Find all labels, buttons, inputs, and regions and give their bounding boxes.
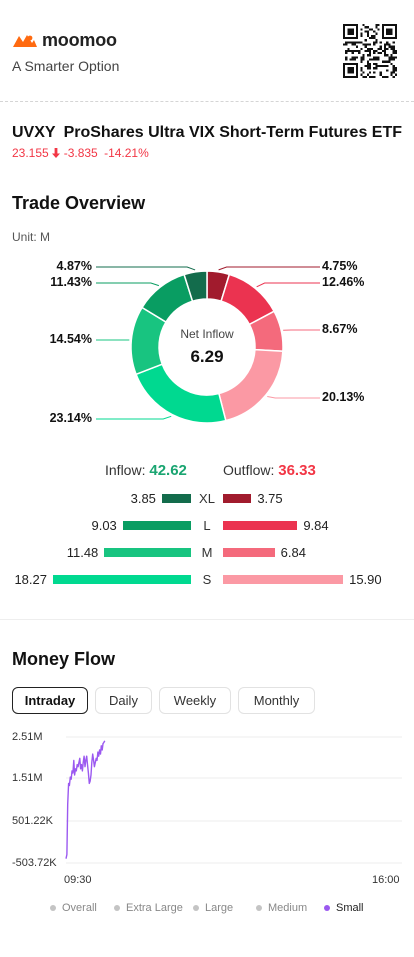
outflow-value-xl: 3.75: [257, 491, 283, 506]
small-series-line: [65, 740, 106, 859]
legend-overall-label: Overall: [62, 902, 97, 914]
legend-extra-large[interactable]: Extra Large: [114, 902, 183, 914]
legend-medium[interactable]: Medium: [256, 902, 307, 914]
arrow-down-icon: [51, 148, 60, 158]
inflow-total: Inflow: 42.62: [105, 462, 187, 479]
inflow-value-m: 11.48: [66, 545, 99, 560]
donut-leader-line: [218, 266, 320, 271]
size-label-m: M: [201, 545, 213, 560]
inflow-label: Inflow:: [105, 462, 146, 478]
donut-pct-label: 12.46%: [322, 275, 365, 289]
outflow-bar-s: [223, 575, 344, 584]
donut-pct-label: 8.67%: [322, 322, 358, 336]
size-label-xl: XL: [199, 491, 215, 506]
legend-extra-large-label: Extra Large: [126, 902, 183, 914]
donut-pct-label: 4.75%: [322, 259, 358, 273]
trade-donut-chart: Net Inflow 6.29: [96, 266, 320, 424]
outflow-bar-m: [223, 548, 275, 557]
legend-large[interactable]: Large: [193, 902, 233, 914]
donut-slice-outflow-s: [217, 348, 284, 422]
ticker-name: ProShares Ultra VIX Short-Term Futures E…: [63, 124, 403, 141]
brand-tagline: A Smarter Option: [12, 58, 120, 74]
tab-monthly[interactable]: Monthly: [238, 687, 315, 714]
price-change-pct: -14.21%: [104, 146, 149, 160]
net-inflow-value: 6.29: [190, 347, 223, 366]
donut-slice-inflow-s: [135, 363, 227, 424]
ticker-heading: UVXY ProShares Ultra VIX Short-Term Futur…: [12, 124, 402, 142]
legend-large-label: Large: [205, 902, 234, 914]
outflow-value-s: 15.90: [349, 572, 382, 587]
donut-leader-line: [96, 415, 172, 420]
donut-pct-label: 14.54%: [49, 332, 92, 346]
tab-weekly[interactable]: Weekly: [159, 687, 231, 714]
inflow-value-l: 9.03: [91, 518, 117, 533]
brand-logo: moomoo: [12, 30, 117, 51]
donut-leader-line: [96, 266, 196, 271]
donut-pct-label: 4.87%: [56, 259, 92, 273]
inflow-value-s: 18.27: [14, 572, 47, 587]
last-price: 23.155: [12, 146, 49, 160]
size-label-l: L: [203, 518, 211, 533]
outflow-label: Outflow:: [223, 462, 275, 478]
unit-label: Unit: M: [12, 230, 51, 244]
header-divider: [0, 101, 414, 102]
tab-intraday[interactable]: Intraday: [12, 687, 88, 714]
net-inflow-label: Net Inflow: [180, 327, 234, 341]
inflow-value-xl: 3.85: [130, 491, 156, 506]
inflow-value: 42.62: [149, 462, 187, 479]
donut-slice-inflow-xl: [183, 270, 208, 303]
outflow-value-m: 6.84: [280, 545, 306, 560]
donut-leader-line: [256, 282, 320, 288]
inflow-bar-s: [53, 575, 191, 584]
size-label-s: S: [202, 572, 212, 587]
outflow-value-l: 9.84: [303, 518, 329, 533]
donut-pct-label: 11.43%: [50, 275, 92, 289]
inflow-bar-m: [104, 548, 191, 557]
trade-overview-title: Trade Overview: [12, 193, 146, 213]
ticker-symbol: UVXY: [12, 124, 56, 141]
donut-leader-line: [96, 282, 160, 287]
inflow-bar-xl: [161, 494, 191, 503]
brand-name: moomoo: [42, 30, 117, 50]
y-tick-label: 501.22K: [12, 815, 53, 827]
qr-code-icon: [343, 24, 397, 78]
tab-daily[interactable]: Daily: [95, 687, 152, 714]
money-flow-line-chart[interactable]: [0, 720, 414, 870]
outflow-value: 36.33: [278, 462, 316, 479]
donut-pct-label: 23.14%: [49, 411, 92, 425]
y-tick-label: -503.72K: [12, 857, 57, 869]
inflow-bar-l: [122, 521, 191, 530]
moomoo-logo-icon: [13, 34, 37, 47]
y-tick-label: 1.51M: [12, 772, 43, 784]
legend-small-label: Small: [336, 902, 364, 914]
x-tick-start: 09:30: [64, 874, 92, 886]
money-flow-title: Money Flow: [12, 649, 115, 669]
y-tick-label: 2.51M: [12, 731, 43, 743]
legend-medium-label: Medium: [268, 902, 308, 914]
outflow-bar-l: [223, 521, 298, 530]
donut-pct-label: 20.13%: [322, 390, 365, 404]
price-change: -3.835: [63, 146, 98, 160]
outflow-total: Outflow: 36.33: [223, 462, 316, 479]
x-tick-end: 16:00: [372, 874, 400, 886]
legend-small[interactable]: Small: [324, 902, 364, 914]
price-quote: 23.155 -3.835 -14.21%: [12, 146, 152, 160]
donut-leader-line: [267, 396, 320, 399]
section-divider: [0, 619, 414, 620]
outflow-bar-xl: [223, 494, 252, 503]
legend-overall[interactable]: Overall: [50, 902, 97, 914]
